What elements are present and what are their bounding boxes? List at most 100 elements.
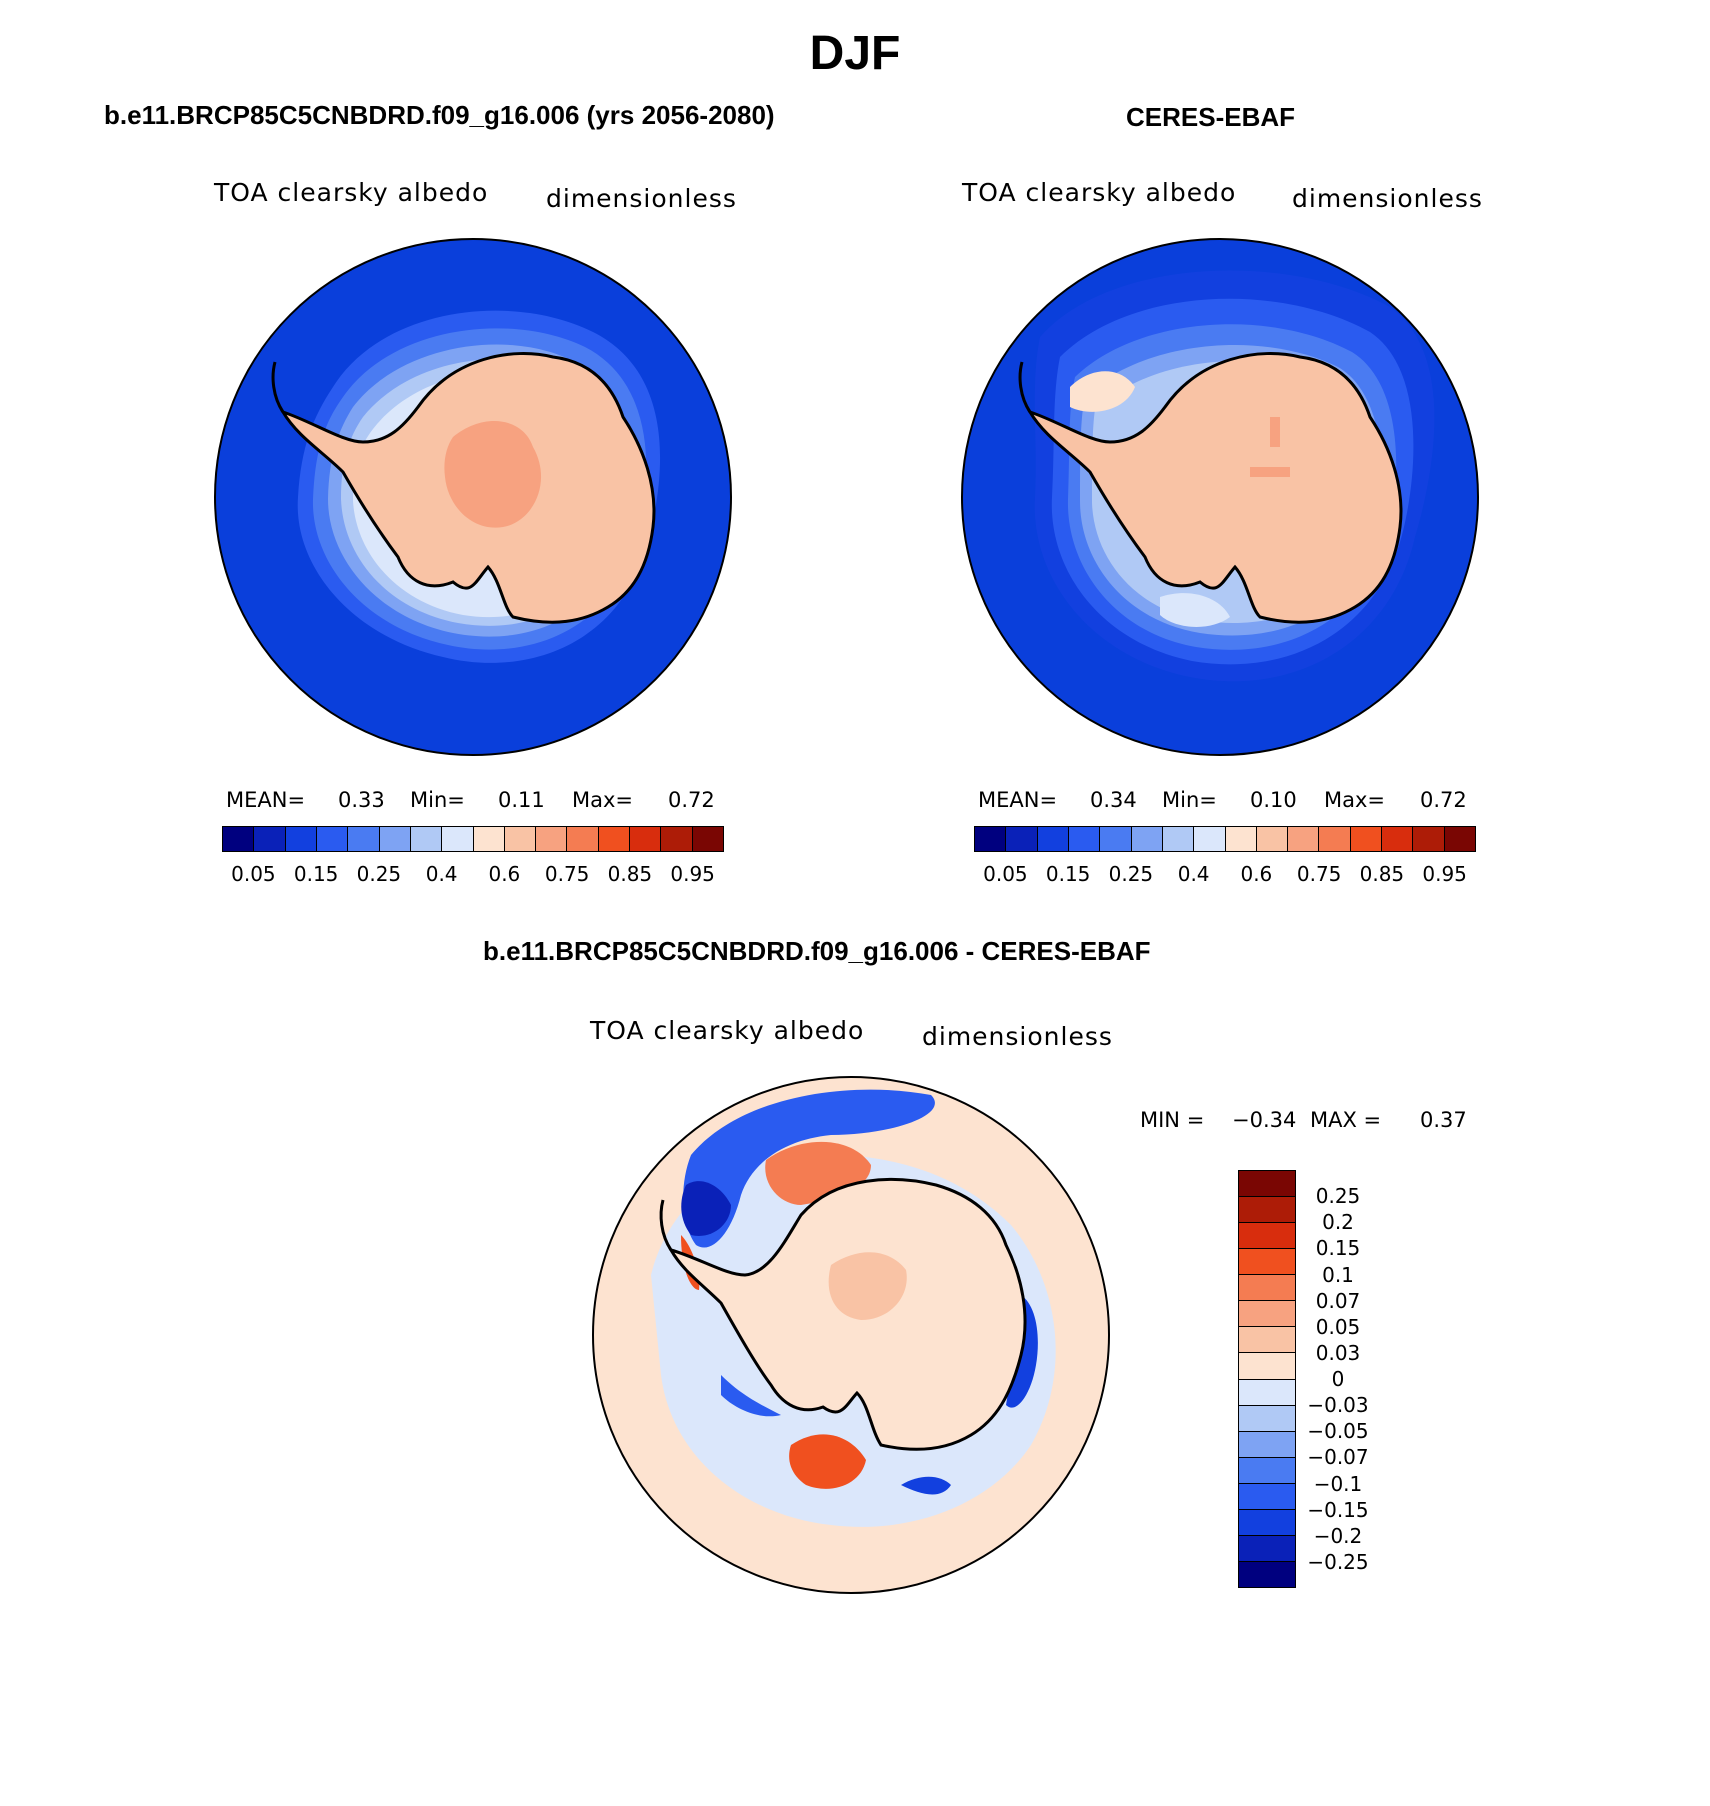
panel-1-mean-value: 0.33 (338, 788, 385, 812)
panel-1-plateau (444, 420, 542, 528)
panel-1-variable-label: TOA clearsky albedo (214, 178, 489, 207)
panel-2-colorbar-swatch (1006, 827, 1038, 851)
panel-2-colorbar (974, 826, 1476, 852)
panel-3-colorbar-tick-label: 0.25 (1315, 1184, 1361, 1209)
panel-1-max-label: Max= (572, 788, 634, 812)
panel-1-colorbar-swatch (410, 827, 443, 851)
panel-3-colorbar-swatch (1239, 1535, 1295, 1562)
panel-2-colorbar-swatch (1037, 827, 1069, 851)
panel-2-weddell-patch (1070, 371, 1135, 412)
panel-2-mean-value: 0.34 (1090, 788, 1137, 812)
panel-3-colorbar-tick-label: 0.07 (1315, 1288, 1361, 1313)
panel-1-max-value: 0.72 (668, 788, 715, 812)
panel-2-map-border (961, 238, 1479, 756)
panel-2-colorbar-swatch (1068, 827, 1101, 851)
panel-1-colorbar-tick-label: 0.6 (488, 862, 521, 886)
panel-2-peninsula (1018, 361, 1032, 413)
panel-1-colorbar-tick-label: 0.05 (231, 862, 276, 886)
panel-2-colorbar-ticks: 0.05 0.15 0.25 0.4 0.6 0.75 0.85 0.95 (974, 862, 1476, 888)
panel-3-colorbar-tick-label: 0.1 (1322, 1262, 1354, 1287)
panel-2-colorbar-swatch (1444, 827, 1475, 851)
panel-1-colorbar-ticks: 0.05 0.15 0.25 0.4 0.6 0.75 0.85 0.95 (222, 862, 724, 888)
panel-3-colorbar-swatch (1239, 1171, 1295, 1198)
figure-title: DJF (809, 27, 901, 80)
panel-2-colorbar-swatch (1413, 827, 1445, 851)
panel-1-colorbar-swatch (692, 827, 723, 851)
panel-3-colorbar-swatch (1239, 1275, 1295, 1302)
panel-3-min-label: MIN = (1140, 1108, 1205, 1132)
panel-1-mean-label: MEAN= (226, 788, 306, 812)
panel-3-map-border (592, 1076, 1110, 1594)
panel-3-colorbar-swatch (1239, 1353, 1295, 1380)
panel-3-colorbar-tick-label: 0.03 (1315, 1340, 1361, 1365)
panel-3-colorbar-tick-label: −0.03 (1307, 1393, 1369, 1418)
panel-3-max-value: 0.37 (1420, 1108, 1467, 1132)
panel-1-colorbar-tick-label: 0.4 (425, 862, 458, 886)
panel-3-colorbar-swatch (1239, 1301, 1295, 1328)
panel-3-variable-label: TOA clearsky albedo (590, 1016, 865, 1045)
panel-3-colorbar-tick-label: −0.05 (1307, 1419, 1369, 1444)
panel-3-colorbar (1238, 1170, 1296, 1588)
panel-3-colorbar-swatch (1239, 1561, 1295, 1587)
panel-1-colorbar-tick-label: 0.25 (356, 862, 402, 886)
panel-2-colorbar-swatch (1256, 827, 1289, 851)
panel-2-colorbar-tick-label: 0.95 (1422, 862, 1467, 886)
panel-2-max-label: Max= (1324, 788, 1386, 812)
panel-2-colorbar-swatch (1131, 827, 1163, 851)
panel-3-colorbar-swatch (1239, 1327, 1295, 1354)
panel-1-colorbar-swatch (223, 827, 255, 851)
panel-3-colorbar-tick-label: −0.15 (1307, 1497, 1369, 1522)
panel-1-colorbar-swatch (598, 827, 631, 851)
panel-3-colorbar-swatch (1239, 1405, 1295, 1432)
panel-1-colorbar (222, 826, 724, 852)
panel-1-colorbar-swatch (630, 827, 662, 851)
panel-2-max-value: 0.72 (1420, 788, 1467, 812)
panel-2-polar-map (961, 238, 1479, 756)
panel-3-units-label: dimensionless (922, 1022, 1113, 1051)
panel-3-colorbar-tick-label: −0.1 (1313, 1471, 1363, 1496)
panel-3-colorbar-tick-label: 0.15 (1315, 1236, 1361, 1261)
panel-1-min-label: Min= (410, 788, 465, 812)
panel-2-colorbar-tick-label: 0.6 (1240, 862, 1273, 886)
panel-1-colorbar-swatch (504, 827, 537, 851)
panel-3-colorbar-swatch (1239, 1431, 1295, 1458)
panel-3-colorbar-swatch (1239, 1509, 1295, 1536)
panel-1-units-label: dimensionless (546, 184, 737, 213)
panel-2-colorbar-tick-label: 0.85 (1359, 862, 1405, 886)
panel-2-min-label: Min= (1162, 788, 1217, 812)
panel-2-colorbar-tick-label: 0.4 (1177, 862, 1210, 886)
panel-3-colorbar-ticks: 0.25 0.2 0.15 0.1 0.07 0.05 0.03 0 −0.03 −0.05 −0.… (1298, 1170, 1408, 1588)
panel-1-colorbar-tick-label: 0.85 (607, 862, 653, 886)
panel-1-colorbar-swatch (316, 827, 349, 851)
panel-1-title: b.e11.BRCP85C5CNBDRD.f09_g16.006 (yrs 20… (104, 100, 775, 130)
panel-2-min-value: 0.10 (1250, 788, 1297, 812)
panel-3-colorbar-swatch (1239, 1483, 1295, 1510)
panel-3-colorbar-swatch (1239, 1457, 1295, 1484)
panel-1-colorbar-swatch (567, 827, 599, 851)
panel-2-variable-label: TOA clearsky albedo (962, 178, 1237, 207)
panel-1-colorbar-swatch (254, 827, 286, 851)
panel-2-colorbar-swatch (1350, 827, 1383, 851)
panel-1-colorbar-swatch (661, 827, 693, 851)
panel-2-colorbar-tick-label: 0.15 (1045, 862, 1091, 886)
panel-2-colorbar-swatch (1288, 827, 1320, 851)
panel-2-mean-label: MEAN= (978, 788, 1058, 812)
panel-1-peninsula (271, 361, 285, 413)
panel-3-colorbar-tick-label: −0.25 (1307, 1549, 1369, 1574)
panel-1-colorbar-swatch (379, 827, 411, 851)
panel-2-antarctica (1026, 352, 1403, 624)
panel-3-colorbar-tick-label: −0.2 (1313, 1523, 1363, 1548)
panel-2-title: CERES-EBAF (1126, 102, 1296, 132)
panel-1-colorbar-swatch (442, 827, 474, 851)
panel-1-colorbar-tick-label: 0.15 (293, 862, 339, 886)
panel-1-colorbar-swatch (348, 827, 380, 851)
panel-2-colorbar-swatch (1225, 827, 1257, 851)
panel-1-colorbar-swatch (285, 827, 317, 851)
panel-3-interior-positive (828, 1252, 907, 1320)
panel-3-min-value: −0.34 (1232, 1108, 1297, 1132)
panel-2-colorbar-swatch (1319, 827, 1351, 851)
panel-3-colorbar-swatch (1239, 1223, 1295, 1250)
panel-3-peninsula (659, 1199, 673, 1251)
panel-3-colorbar-swatch (1239, 1379, 1295, 1406)
panel-3-max-label: MAX = (1310, 1108, 1382, 1132)
